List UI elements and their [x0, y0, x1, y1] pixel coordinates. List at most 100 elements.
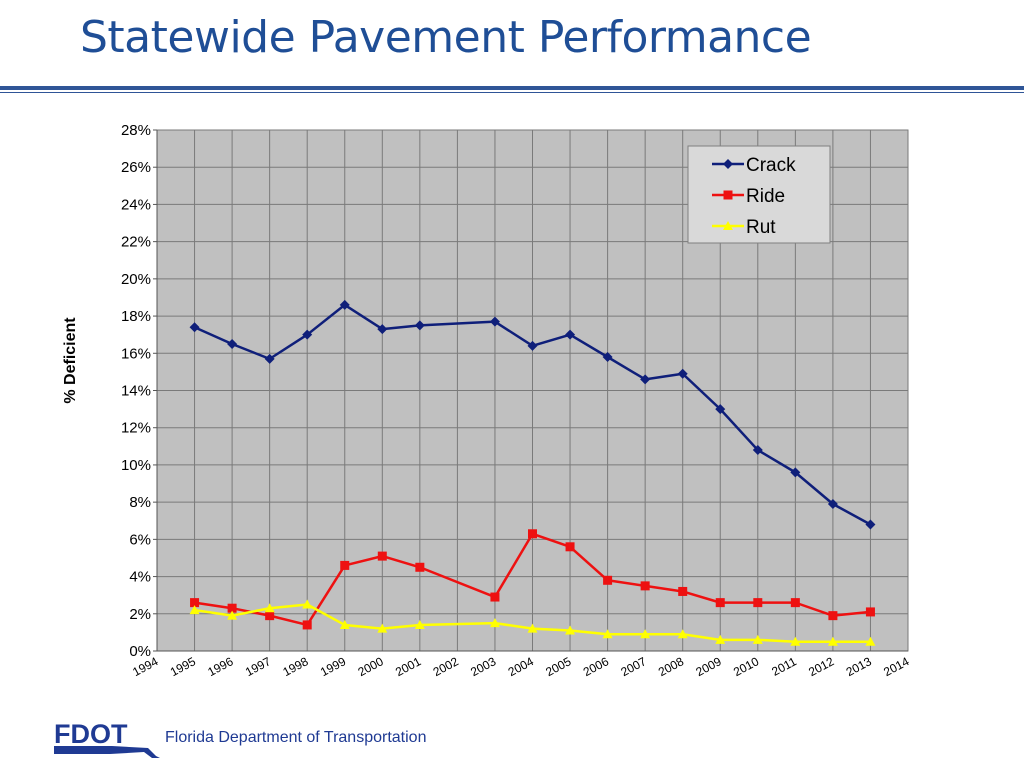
y-tick-label: 0% — [129, 643, 151, 660]
rut-point — [565, 625, 576, 635]
agency-name: Florida Department of Transportation — [165, 729, 427, 746]
x-tick-label: 2008 — [656, 654, 686, 679]
logo-text: FDOT — [54, 719, 128, 749]
x-tick-label: 2012 — [806, 654, 836, 679]
ride-series — [190, 529, 875, 630]
ride-point — [190, 598, 200, 608]
rut-point — [640, 629, 651, 639]
legend-marker-rut — [723, 221, 733, 230]
y-tick-label: 24% — [121, 196, 151, 213]
crack-point — [189, 322, 200, 333]
crack-point — [302, 329, 313, 340]
ride-point — [490, 592, 500, 602]
y-tick-label: 10% — [121, 457, 151, 474]
x-tick-label: 2005 — [543, 654, 573, 679]
crack-point — [677, 368, 688, 379]
fdot-logo: FDOT — [54, 719, 160, 758]
ride-point — [265, 611, 275, 621]
rut-point — [302, 599, 313, 609]
legend-label-rut: Rut — [746, 217, 776, 238]
crack-point — [865, 519, 876, 530]
y-tick-label: 20% — [121, 271, 151, 288]
legend: Crack Ride Rut — [687, 145, 831, 244]
legend-label-ride: Ride — [746, 186, 785, 207]
legend-item-ride: Ride — [712, 186, 785, 207]
x-tick-label: 1997 — [243, 654, 273, 679]
y-tick-label: 22% — [121, 234, 151, 251]
ride-point — [415, 562, 425, 572]
crack-point — [527, 340, 538, 351]
legend-box — [687, 145, 831, 244]
rut-point — [752, 634, 763, 644]
x-tick-label: 2007 — [618, 654, 648, 679]
crack-point — [715, 404, 726, 415]
y-tick-label: 14% — [121, 383, 151, 400]
crack-point — [377, 324, 388, 335]
y-tick-label: 12% — [121, 420, 151, 437]
x-tick-label: 2006 — [581, 654, 611, 679]
crack-point — [414, 320, 425, 331]
rut-point — [264, 603, 275, 613]
ride-point — [565, 542, 575, 552]
x-tick-label: 2002 — [431, 654, 461, 679]
y-tick-label: 16% — [121, 345, 151, 362]
ride-point — [753, 598, 763, 608]
x-tick-label: 2011 — [769, 654, 799, 679]
ride-point — [227, 603, 237, 613]
x-tick-label: 2010 — [731, 654, 761, 679]
ride-point — [603, 575, 613, 585]
y-axis-label: % Deficient — [62, 317, 79, 404]
y-tick-label: 28% — [121, 122, 151, 139]
legend-label-crack: Crack — [746, 155, 796, 176]
x-tick-label: 1998 — [280, 654, 310, 679]
rut-point — [602, 629, 613, 639]
ride-point — [340, 560, 350, 570]
x-tick-label: 2009 — [694, 654, 724, 679]
rut-point — [865, 636, 876, 646]
rut-line — [194, 603, 871, 643]
crack-line — [194, 303, 872, 526]
crack-point — [565, 329, 576, 340]
rut-point — [715, 634, 726, 644]
x-tick-label: 2013 — [844, 654, 874, 679]
ride-point — [790, 598, 800, 608]
legend-marker-crack — [723, 159, 733, 169]
ride-point — [377, 551, 387, 561]
legend-marker-ride — [723, 190, 733, 200]
ride-point — [640, 581, 650, 591]
line-chart: 0% 2% 4% 6% 8% 10% 12% 14% 16% 18% 20% 22% 24% 26% 28%… — [62, 122, 912, 679]
title-divider-thin — [0, 92, 1024, 93]
rut-point — [790, 636, 801, 646]
florida-shape-icon — [54, 746, 160, 758]
ride-point — [302, 620, 312, 630]
crack-series — [189, 299, 876, 530]
crack-point — [489, 316, 500, 327]
ride-point — [828, 611, 838, 621]
footer: FDOT Florida Department of Transportatio… — [52, 712, 552, 762]
rut-point — [414, 619, 425, 629]
slide-title: Statewide Pavement Performance — [80, 12, 812, 63]
y-tick-label: 26% — [121, 159, 151, 176]
crack-point — [790, 467, 801, 478]
rut-point — [677, 629, 688, 639]
crack-point — [227, 338, 238, 349]
ride-line — [194, 532, 871, 627]
crack-point — [339, 299, 350, 310]
x-tick-label: 2000 — [356, 654, 386, 679]
x-tick-label: 1999 — [318, 654, 348, 679]
crack-point — [602, 352, 613, 363]
title-divider — [0, 86, 1024, 90]
crack-point — [827, 499, 838, 510]
legend-item-crack: Crack — [712, 155, 796, 176]
rut-point — [489, 618, 500, 628]
y-tick-label: 4% — [129, 569, 151, 586]
rut-series — [189, 599, 876, 646]
x-tick-label: 1995 — [168, 654, 198, 679]
x-tick-label: 2003 — [468, 654, 498, 679]
crack-point — [640, 374, 651, 385]
x-tick-label: 2014 — [881, 654, 911, 679]
rut-point — [827, 636, 838, 646]
x-tick-label: 2001 — [393, 654, 423, 679]
ride-point — [678, 586, 688, 596]
ride-point — [528, 529, 537, 539]
